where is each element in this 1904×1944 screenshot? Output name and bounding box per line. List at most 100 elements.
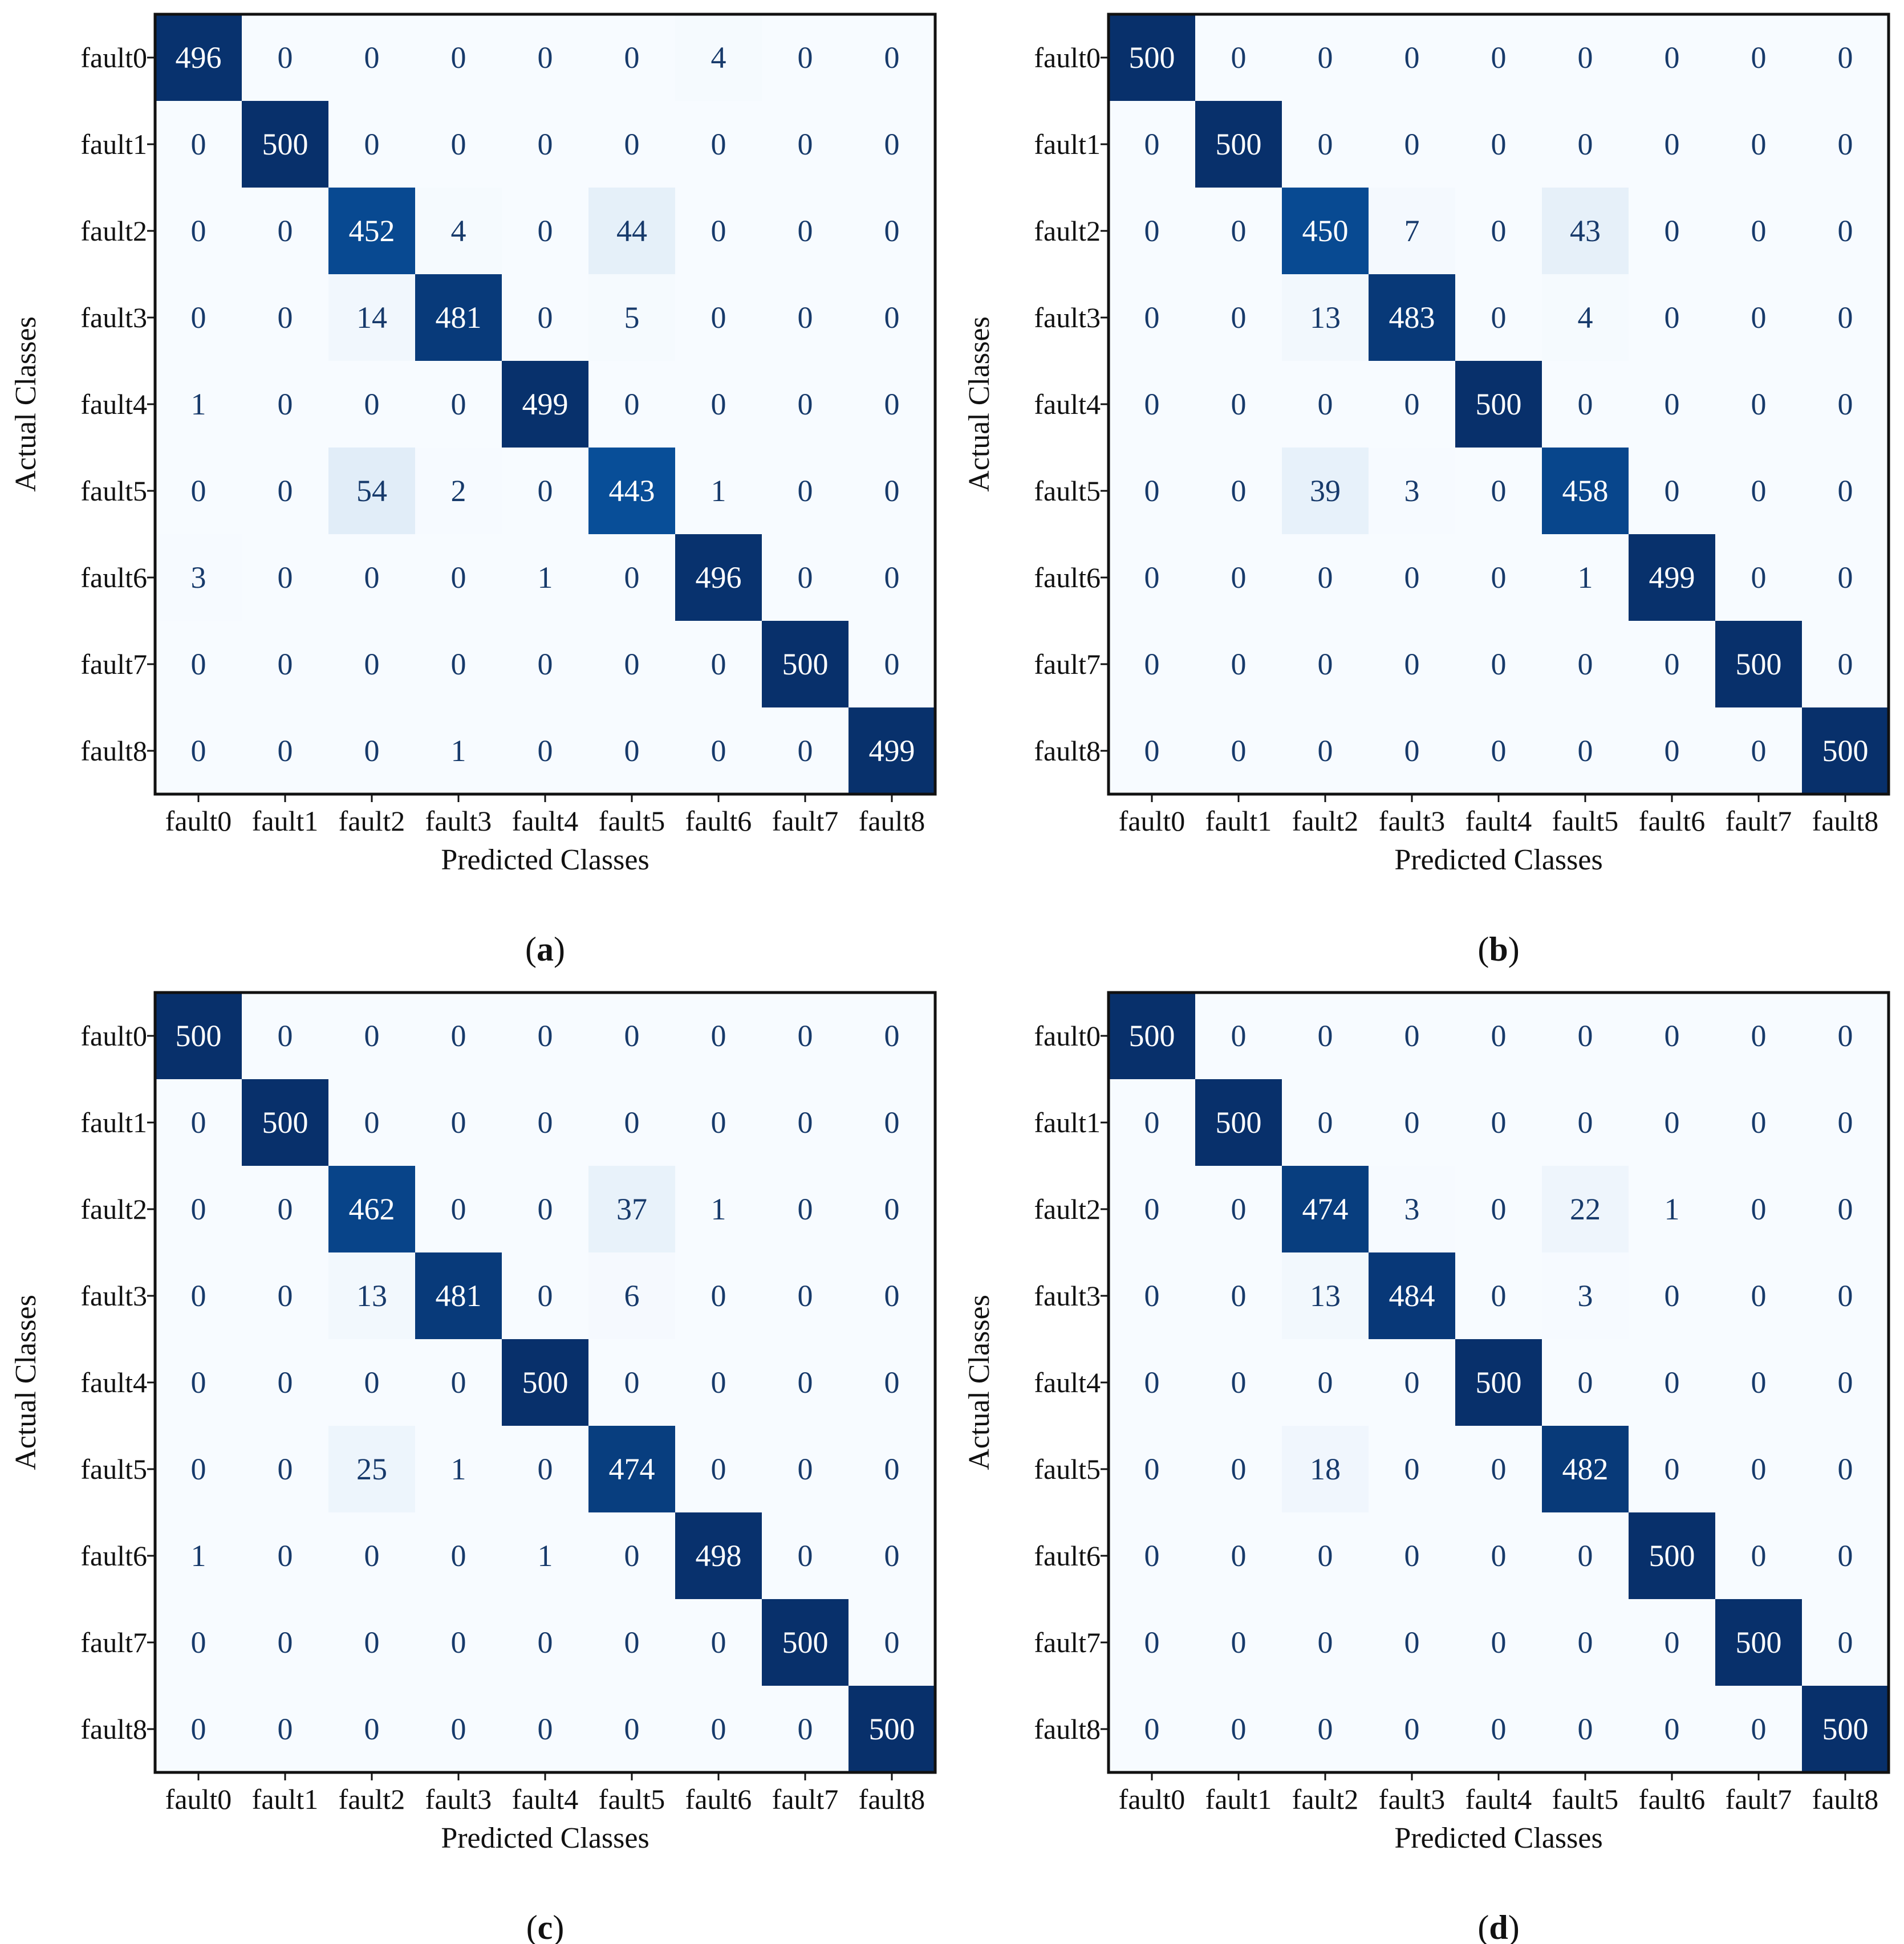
- cell-value-r3-c3: 481: [436, 300, 482, 335]
- y-tick-label-fault3: fault3: [80, 302, 147, 334]
- cell-value-r7-c4: 0: [538, 647, 553, 681]
- heatmap-cell-r5-c4: [502, 1426, 589, 1513]
- y-tick-label-fault1: fault1: [80, 128, 147, 160]
- y-tick-label-fault8: fault8: [80, 735, 147, 767]
- y-tick-label-fault8: fault8: [1034, 1713, 1101, 1745]
- cell-value-r3-c3: 481: [436, 1279, 482, 1313]
- y-tick-label-fault4: fault4: [1034, 1367, 1101, 1398]
- cell-value-r5-c1: 0: [278, 1452, 293, 1486]
- cell-value-r4-c6: 0: [711, 387, 726, 421]
- confusion-matrix-b-svg: 500 0 0 0 0 0 0 0 00 500 0 0 0 0 0 0 00 0 450 7 0 43 0 0 00 0 13 48…: [963, 13, 1890, 968]
- cell-value-r1-c3: 0: [1404, 127, 1420, 161]
- cell-value-r2-c2: 452: [349, 214, 395, 248]
- heatmap-cell-r8-c3: [1369, 707, 1456, 795]
- cell-value-r5-c5: 474: [609, 1452, 655, 1486]
- heatmap-cell-r4-c8: [849, 361, 936, 448]
- y-tick-label-fault0: fault0: [1034, 1020, 1101, 1052]
- heatmap-cell-r1-c8: [849, 1079, 936, 1166]
- heatmap-cell-r5-c8: [1802, 448, 1889, 535]
- cell-value-r2-c7: 0: [1751, 1192, 1767, 1226]
- cell-value-r0-c5: 0: [1578, 1019, 1593, 1053]
- heatmap-cell-r4-c4: [502, 1339, 589, 1426]
- cell-value-r2-c2: 474: [1302, 1192, 1349, 1226]
- heatmap-cell-r5-c5: [588, 1426, 676, 1513]
- cell-value-r7-c8: 0: [884, 647, 900, 681]
- heatmap-cell-r2-c4: [1455, 188, 1542, 275]
- x-tick-label-fault4: fault4: [512, 805, 579, 837]
- cell-value-r5-c7: 0: [1751, 474, 1767, 508]
- cell-value-r5-c4: 0: [538, 474, 553, 508]
- caption-open-paren: (: [1477, 1909, 1489, 1944]
- cell-value-r2-c5: 44: [616, 214, 647, 248]
- heatmap-cell-r8-c1: [242, 1686, 329, 1773]
- heatmap-cell-r8-c6: [1629, 1686, 1716, 1773]
- heatmap-cell-r7-c2: [328, 621, 416, 708]
- heatmap-cell-r0-c4: [1455, 993, 1542, 1080]
- heatmap-cell-r3-c7: [1715, 1252, 1802, 1340]
- cell-value-r3-c2: 13: [356, 1279, 387, 1313]
- cell-value-r5-c0: 0: [191, 1452, 206, 1486]
- y-tick-label-fault0: fault0: [80, 1020, 147, 1052]
- heatmap-cell-r1-c7: [1715, 1079, 1802, 1166]
- caption-close-paren: ): [553, 1909, 564, 1944]
- cell-value-r3-c4: 0: [1491, 1279, 1507, 1313]
- heatmap-cell-r3-c0: [155, 1252, 242, 1340]
- cell-value-r6-c5: 0: [1578, 1539, 1593, 1573]
- cell-value-r7-c1: 0: [1231, 647, 1247, 681]
- cell-value-r6-c3: 0: [451, 560, 466, 595]
- heatmap-cell-r8-c0: [1109, 1686, 1196, 1773]
- panel-caption: (a): [525, 930, 565, 968]
- heatmap-cell-r5-c1: [242, 1426, 329, 1513]
- cell-value-r1-c4: 0: [1491, 1105, 1507, 1140]
- heatmap-cell-r4-c5: [588, 361, 676, 448]
- heatmap-cell-r0-c1: [242, 993, 329, 1080]
- x-tick-label-fault1: fault1: [252, 1783, 319, 1815]
- caption-open-paren: (: [1477, 930, 1489, 968]
- cell-value-r1-c0: 0: [191, 127, 206, 161]
- heatmap-cell-r6-c0: [1109, 534, 1196, 621]
- x-tick-label-fault4: fault4: [1465, 805, 1532, 837]
- heatmap-cell-r8-c4: [1455, 1686, 1542, 1773]
- heatmap-cell-r7-c5: [1542, 621, 1629, 708]
- cell-value-r1-c5: 0: [1578, 1105, 1593, 1140]
- cell-value-r4-c8: 0: [1838, 1365, 1853, 1400]
- heatmap-cell-r7-c6: [1629, 621, 1716, 708]
- cell-value-r0-c8: 0: [1838, 1019, 1853, 1053]
- heatmap-cell-r6-c1: [1195, 534, 1282, 621]
- y-tick-label-fault6: fault6: [80, 562, 147, 593]
- caption-open-paren: (: [526, 1909, 538, 1944]
- confusion-matrix-d-svg: 500 0 0 0 0 0 0 0 0 0 500 0 0 0 0 0 0 0 0 0 474 3 0 22 1 0 0 0 0 13 48…: [963, 991, 1890, 1944]
- heatmap-cell-r8-c2: [328, 707, 416, 795]
- x-tick-label-fault7: fault7: [772, 805, 839, 837]
- cell-value-r8-c8: 500: [1822, 734, 1869, 768]
- cell-value-r8-c4: 0: [538, 1712, 553, 1746]
- cell-value-r8-c1: 0: [278, 1712, 293, 1746]
- heatmap-cell-r0-c0: [155, 993, 242, 1080]
- heatmap-cell-r2-c2: [1282, 1166, 1369, 1253]
- x-tick-label-fault7: fault7: [772, 1783, 839, 1815]
- cell-value-r8-c8: 500: [869, 1712, 915, 1746]
- x-tick-label-fault8: fault8: [859, 805, 925, 837]
- cell-value-r7-c7: 500: [782, 1625, 829, 1660]
- cell-value-r0-c6: 4: [711, 40, 726, 75]
- heatmap-cell-r7-c2: [328, 1599, 416, 1686]
- heatmap-cell-r7-c8: [849, 621, 936, 708]
- cell-value-r3-c0: 0: [1144, 300, 1160, 335]
- heatmap-cell-r0-c5: [1542, 14, 1629, 101]
- heatmap-cell-r0-c4: [1455, 14, 1542, 101]
- heatmap-cell-r3-c7: [762, 1252, 849, 1340]
- cell-value-r1-c4: 0: [538, 1105, 553, 1140]
- cell-value-r7-c8: 0: [884, 1625, 900, 1660]
- y-tick-label-fault1: fault1: [1034, 128, 1101, 160]
- cell-value-r6-c2: 0: [1318, 560, 1333, 595]
- heatmap-cell-r8-c7: [762, 1686, 849, 1773]
- heatmap-cell-r8-c5: [588, 707, 676, 795]
- heatmap-cell-r7-c1: [242, 1599, 329, 1686]
- cell-value-r1-c3: 0: [451, 127, 466, 161]
- cell-value-r7-c4: 0: [538, 1625, 553, 1660]
- x-tick-label-fault8: fault8: [1812, 1783, 1879, 1815]
- cell-value-r2-c4: 0: [538, 214, 553, 248]
- cell-value-r1-c1: 500: [1216, 127, 1262, 161]
- cell-value-r4-c3: 0: [451, 1365, 466, 1400]
- heatmap-cell-r3-c2: [1282, 274, 1369, 361]
